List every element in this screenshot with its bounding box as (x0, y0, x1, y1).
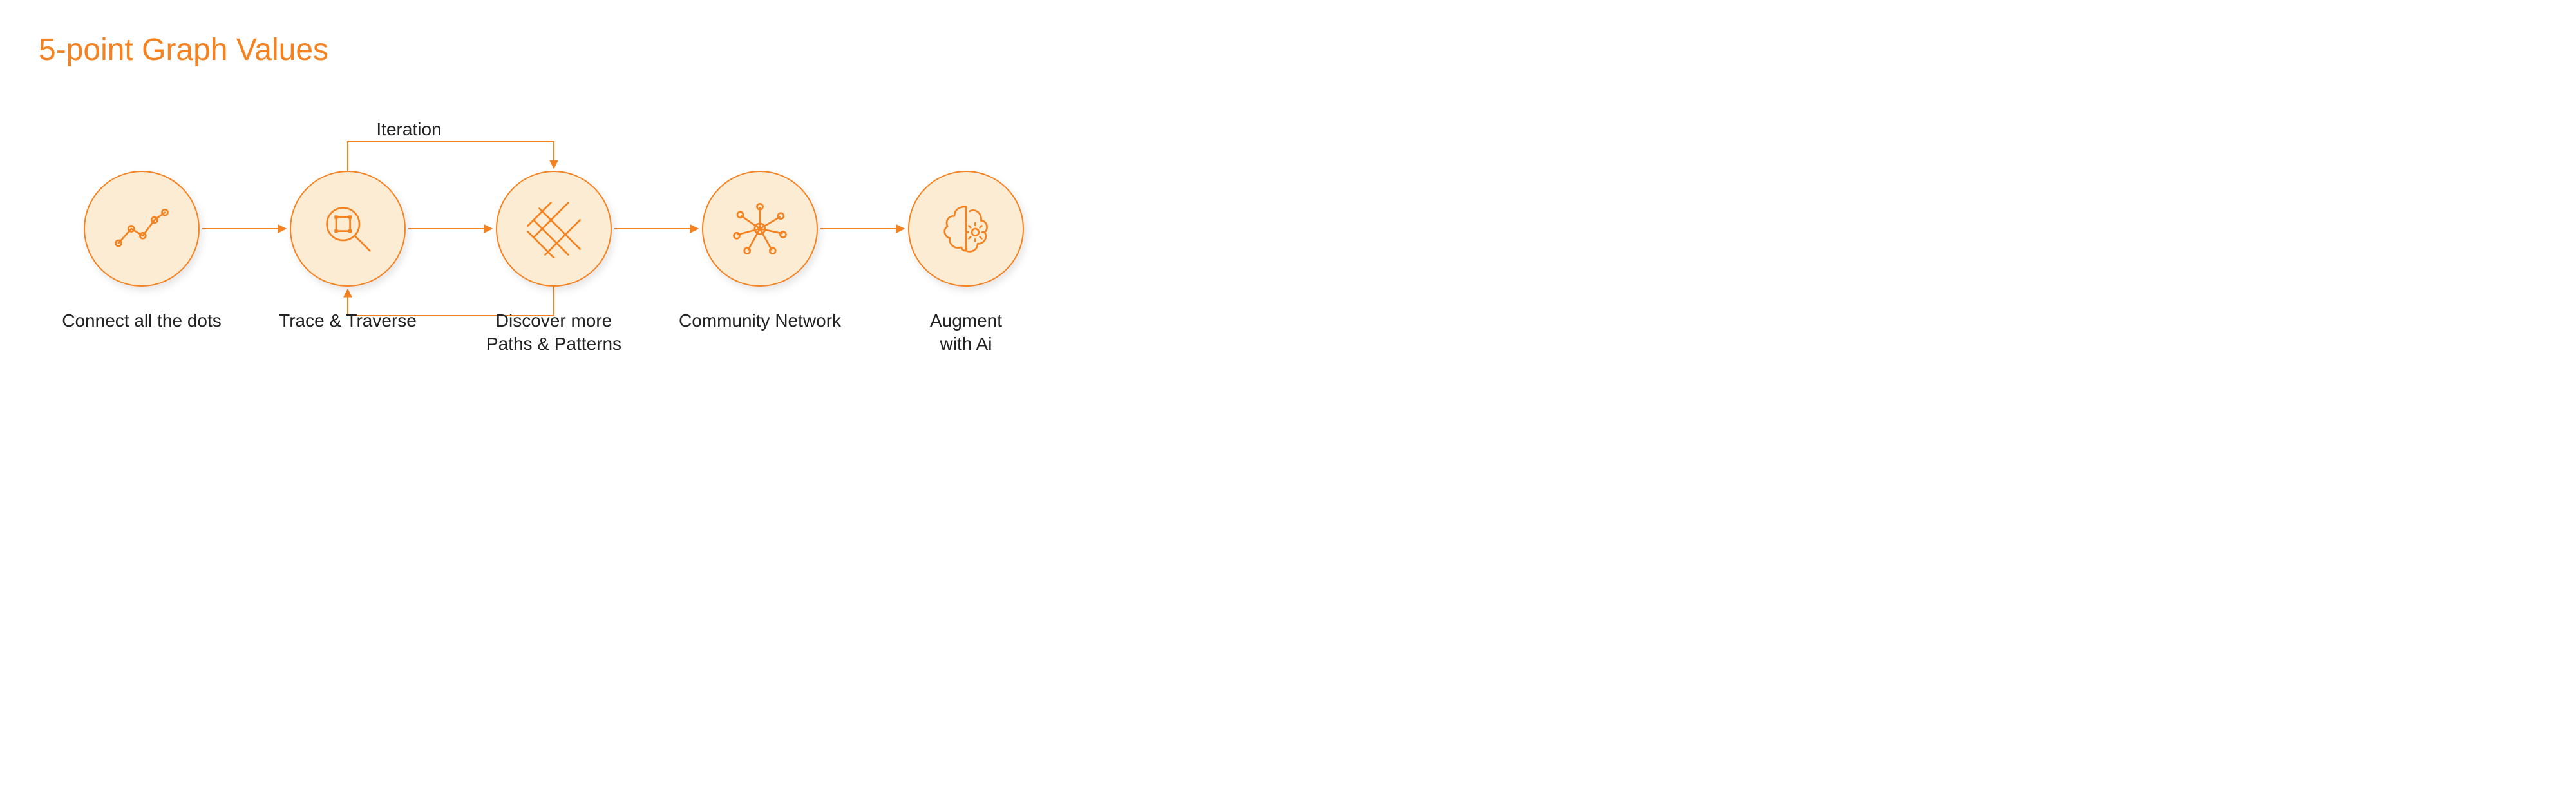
network-icon (731, 200, 789, 258)
node-trace-traverse (290, 171, 406, 287)
flow-diagram: Connect all the dots Trace & Traverse Di… (39, 113, 992, 383)
node-label-augment-ai: Augment with Ai (930, 309, 1002, 356)
node-connect-dots (84, 171, 200, 287)
node-label-community: Community Network (679, 309, 841, 332)
brain-gear-icon (937, 200, 995, 258)
iteration-label: Iteration (376, 119, 441, 140)
node-label-discover: Discover more Paths & Patterns (486, 309, 621, 356)
weave-icon (525, 200, 583, 258)
line-chart-icon (113, 200, 171, 258)
diagram-title: 5-point Graph Values (39, 32, 2537, 68)
node-label-trace-traverse: Trace & Traverse (279, 309, 417, 332)
node-label-connect-dots: Connect all the dots (62, 309, 222, 332)
magnify-icon (319, 200, 377, 258)
node-discover (496, 171, 612, 287)
arrow (348, 142, 554, 171)
node-community (702, 171, 818, 287)
node-augment-ai (908, 171, 1024, 287)
